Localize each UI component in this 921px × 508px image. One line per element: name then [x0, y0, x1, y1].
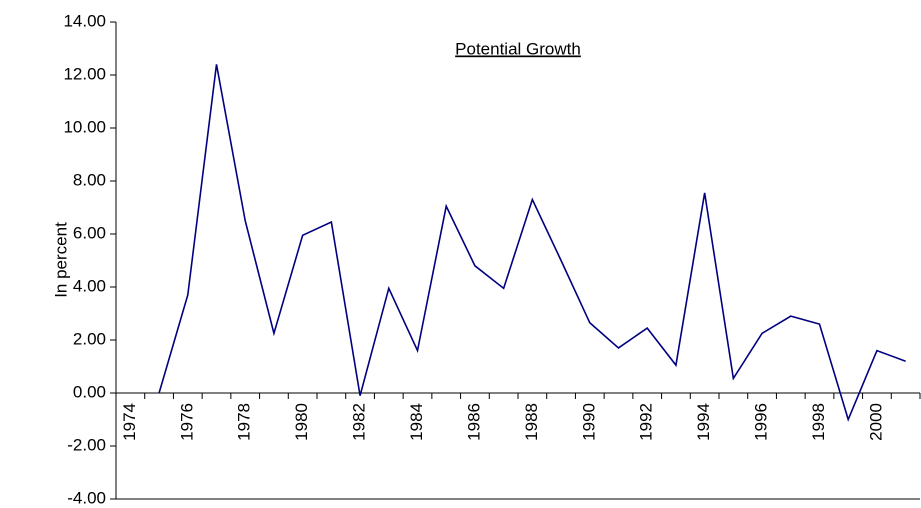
x-tick-label: 1976: [177, 403, 196, 441]
x-tick-label: 1974: [120, 403, 139, 441]
chart-title: Potential Growth: [455, 39, 581, 58]
x-tick-label: 1994: [694, 403, 713, 441]
y-axis-label: In percent: [51, 222, 70, 298]
x-tick-label: 1984: [407, 403, 426, 441]
y-tick-label: -4.00: [67, 488, 106, 507]
y-tick-label: 12.00: [63, 64, 106, 83]
x-tick-label: 1992: [637, 403, 656, 441]
y-tick-label: 14.00: [63, 11, 106, 30]
y-tick-label: 4.00: [73, 276, 106, 295]
y-tick-label: 2.00: [73, 329, 106, 348]
series-line: [158, 64, 906, 422]
x-tick-label: 1980: [292, 403, 311, 441]
x-tick-label: 1996: [752, 403, 771, 441]
y-tick-label: 6.00: [73, 223, 106, 242]
x-tick-label: 1986: [464, 403, 483, 441]
y-tick-label: 0.00: [73, 382, 106, 401]
x-tick-label: 1988: [522, 403, 541, 441]
x-tick-label: 1998: [809, 403, 828, 441]
x-tick-label: 2000: [866, 403, 885, 441]
x-tick-label: 1982: [350, 403, 369, 441]
x-tick-label: 1978: [235, 403, 254, 441]
y-tick-label: 8.00: [73, 170, 106, 189]
x-tick-label: 1990: [579, 403, 598, 441]
y-tick-label: 10.00: [63, 117, 106, 136]
y-tick-label: -2.00: [67, 435, 106, 454]
